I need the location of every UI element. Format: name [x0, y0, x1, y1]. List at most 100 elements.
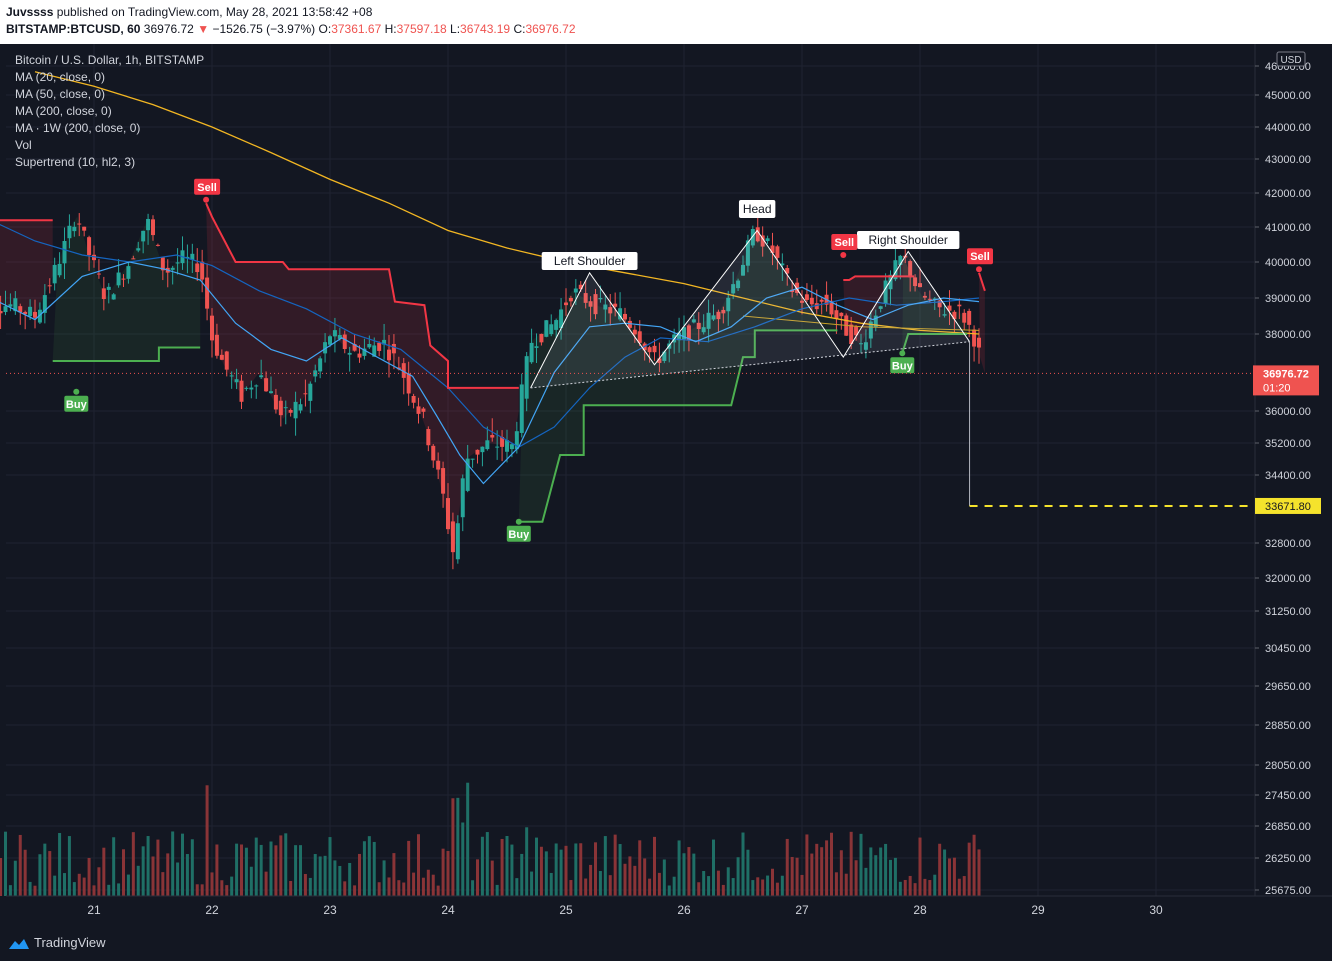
candle-body — [116, 272, 121, 286]
volume-bar — [928, 880, 932, 896]
candle-body — [893, 260, 898, 280]
neckline — [530, 341, 970, 389]
candle-body — [141, 230, 146, 242]
candle-body — [495, 446, 500, 448]
candle-body — [421, 408, 426, 412]
legend-item-ma200[interactable]: MA (200, close, 0) — [15, 104, 112, 118]
volume-bar — [92, 885, 96, 896]
candle-body — [18, 306, 23, 313]
publisher-user[interactable]: Juvssss — [6, 5, 54, 19]
volume-bar — [77, 873, 81, 896]
low-label: L: — [450, 22, 461, 36]
pattern-label-text: Head — [743, 202, 772, 216]
y-tick-label: 40000.00 — [1265, 257, 1311, 269]
volume-bar — [879, 847, 883, 896]
candle-body — [254, 385, 259, 387]
price-axis-bg — [1255, 44, 1332, 896]
volume-bar — [903, 879, 907, 896]
y-tick-label: 26250.00 — [1265, 853, 1311, 865]
volume-bar — [667, 885, 671, 896]
candle-body — [485, 440, 490, 450]
candle-body — [839, 312, 844, 317]
candle-body — [323, 342, 328, 354]
signal-badge — [890, 357, 915, 374]
volume-bar — [893, 857, 897, 896]
legend-item-ma50[interactable]: MA (50, close, 0) — [15, 87, 106, 101]
candle-body — [770, 245, 775, 254]
volume-bar — [323, 855, 327, 896]
volume-bar — [141, 846, 145, 896]
candle-body — [200, 261, 205, 280]
volume-bar — [525, 827, 529, 896]
currency-label: USD — [1280, 55, 1301, 66]
candle-body — [790, 289, 795, 293]
volume-bar — [244, 847, 248, 896]
candle-body — [106, 286, 111, 290]
supertrend-line — [205, 202, 519, 389]
volume-bar — [28, 881, 32, 896]
volume-bar — [795, 857, 799, 896]
candle-body — [377, 342, 382, 351]
candle-body — [293, 401, 298, 419]
candle-body — [387, 349, 391, 361]
volume-bar — [274, 845, 278, 896]
volume-bar — [264, 871, 268, 896]
candle-body — [829, 300, 834, 315]
candle-body — [391, 343, 396, 354]
volume-bar — [358, 853, 361, 896]
legend-item-ma-1w[interactable]: MA · 1W (200, close, 0) — [15, 121, 141, 135]
volume-bar — [451, 798, 455, 896]
volume-bar — [235, 843, 239, 896]
candle-body — [967, 310, 972, 325]
candle-body — [509, 444, 514, 450]
volume-bar — [367, 836, 371, 896]
candle-body — [47, 285, 52, 287]
price-change: −1526.75 (−3.97%) — [212, 22, 316, 36]
volume-bar — [353, 885, 357, 896]
tradingview-brand[interactable]: TradingView — [8, 935, 106, 951]
candle-body — [711, 315, 716, 320]
legend-item-ma20[interactable]: MA (20, close, 0) — [15, 70, 106, 84]
legend-item-supertrend[interactable]: Supertrend (10, hl2, 3) — [15, 155, 136, 169]
candle-body — [67, 225, 72, 239]
candle-body — [23, 311, 28, 315]
volume-bar — [874, 855, 878, 896]
volume-bar — [195, 884, 199, 896]
currency-badge[interactable]: USD — [1276, 51, 1306, 67]
candle-body — [8, 304, 13, 307]
legend-item-vol[interactable]: Vol — [15, 138, 32, 152]
candle-body — [490, 435, 495, 438]
volume-bar — [712, 839, 715, 896]
candle-body — [534, 346, 539, 348]
candle-body — [623, 313, 627, 320]
symbol-label: BITSTAMP:BTCUSD, 60 — [6, 22, 141, 36]
candle-body — [519, 384, 524, 433]
chart-canvas[interactable]: Left Shoulder Head Right Shoulder Buy Sell Bu… — [0, 44, 1332, 924]
candle-body — [87, 237, 92, 256]
supertrend-line — [843, 275, 915, 281]
signal-dot — [840, 252, 847, 258]
volume-bar — [181, 833, 184, 896]
x-tick-label: 25 — [559, 903, 573, 917]
candle-body — [411, 395, 416, 403]
candle-body — [559, 309, 564, 329]
candle-body — [416, 406, 421, 414]
volume-bar — [613, 834, 617, 896]
volume-bar — [839, 850, 843, 896]
x-tick-label: 29 — [1031, 903, 1045, 917]
candle-body — [721, 309, 726, 314]
volume-bar — [13, 860, 17, 896]
candle-body — [775, 246, 780, 258]
candle-body — [13, 298, 18, 312]
volume-bar — [957, 878, 961, 896]
volume-bar — [372, 841, 376, 896]
candle-body — [352, 343, 357, 351]
candle-body — [878, 306, 883, 309]
volume-bar — [510, 844, 514, 896]
indicator-legend: Bitcoin / U.S. Dollar, 1h, BITSTAMP MA (… — [15, 52, 204, 171]
signal-dot — [899, 350, 906, 357]
volume-pane — [0, 782, 981, 896]
grid-lines — [6, 44, 1255, 896]
candle-body — [918, 283, 922, 288]
candle-body — [337, 335, 342, 339]
